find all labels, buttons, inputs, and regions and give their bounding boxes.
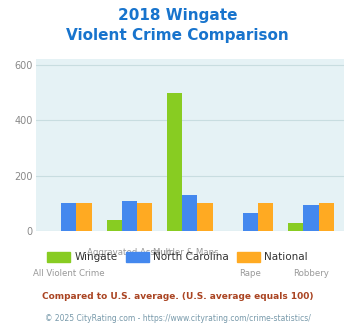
Bar — [167, 93, 182, 231]
Text: Aggravated Assault: Aggravated Assault — [87, 248, 171, 257]
Bar — [106, 220, 122, 231]
Bar — [61, 203, 76, 231]
Text: Compared to U.S. average. (U.S. average equals 100): Compared to U.S. average. (U.S. average … — [42, 292, 313, 301]
Bar — [304, 205, 319, 231]
Text: © 2025 CityRating.com - https://www.cityrating.com/crime-statistics/: © 2025 CityRating.com - https://www.city… — [45, 314, 310, 323]
Bar — [319, 203, 334, 231]
Bar — [243, 213, 258, 231]
Text: All Violent Crime: All Violent Crime — [33, 269, 105, 278]
Text: 2018 Wingate: 2018 Wingate — [118, 8, 237, 23]
Text: Robbery: Robbery — [293, 269, 329, 278]
Bar — [197, 203, 213, 231]
Bar — [288, 223, 304, 231]
Text: Violent Crime Comparison: Violent Crime Comparison — [66, 28, 289, 43]
Bar — [258, 203, 273, 231]
Text: Murder & Mans...: Murder & Mans... — [153, 248, 227, 257]
Text: Rape: Rape — [240, 269, 261, 278]
Bar — [182, 195, 197, 231]
Bar — [76, 203, 92, 231]
Bar — [122, 201, 137, 231]
Bar — [137, 203, 152, 231]
Legend: Wingate, North Carolina, National: Wingate, North Carolina, National — [43, 248, 312, 267]
